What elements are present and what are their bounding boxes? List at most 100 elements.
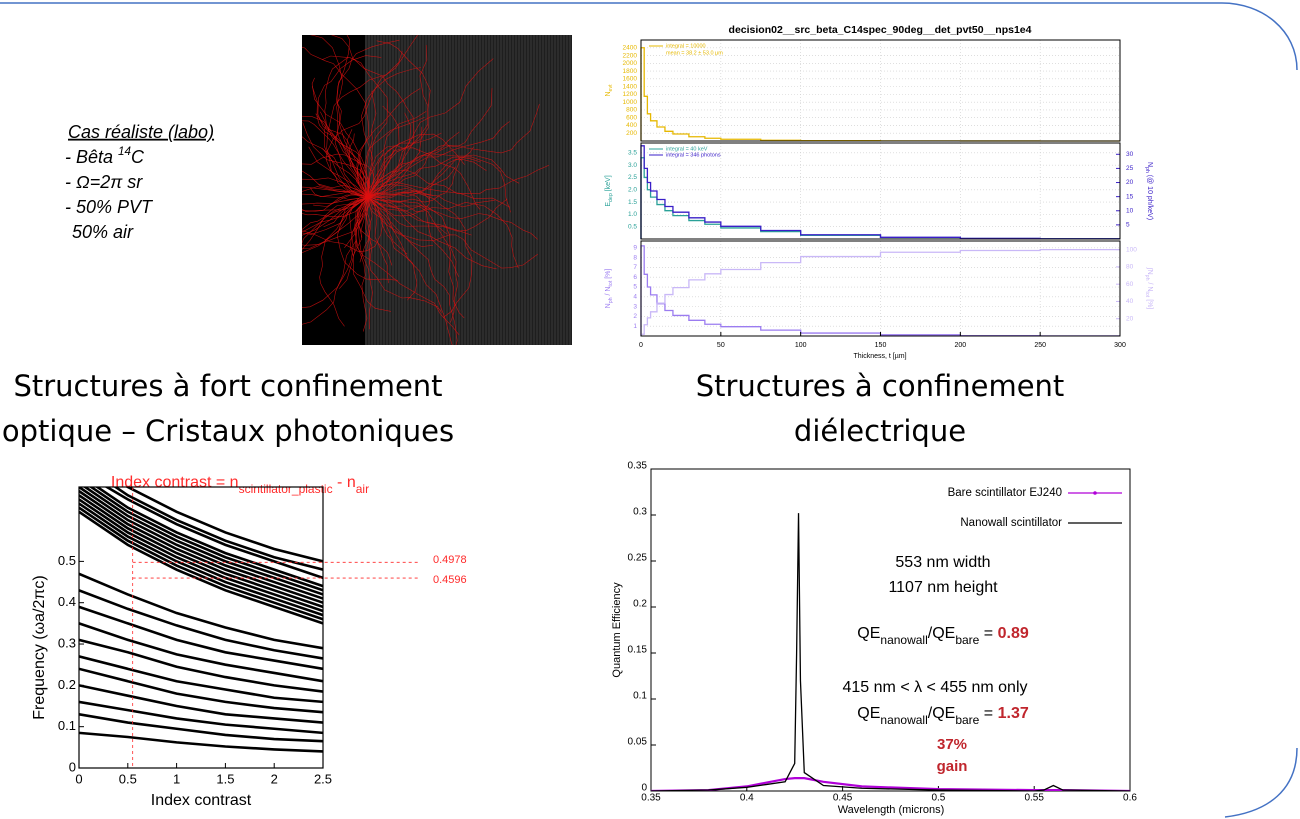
y2-tick-label: 80 xyxy=(1126,264,1134,271)
x-tick-label: 200 xyxy=(954,342,966,349)
y-tick-label: 0.4 xyxy=(58,594,76,609)
band-line xyxy=(79,502,323,617)
y-tick-label: 1.5 xyxy=(628,199,637,206)
legend-label: Nanowall scintillator xyxy=(960,517,1062,529)
particle-track xyxy=(302,196,369,325)
y2-tick-label: 60 xyxy=(1126,281,1134,288)
particle-track xyxy=(367,196,508,232)
particle-track xyxy=(354,196,369,332)
particle-track xyxy=(313,193,369,207)
particle-track xyxy=(317,55,382,198)
particle-track xyxy=(367,196,418,301)
particle-track xyxy=(367,166,456,198)
y2-tick-label: 20 xyxy=(1126,315,1134,322)
particle-track xyxy=(367,157,482,217)
particle-track xyxy=(367,196,434,247)
ratio-text-part: 0.89 xyxy=(998,625,1029,642)
y-tick-label: 1600 xyxy=(623,76,638,83)
particle-track xyxy=(367,104,540,198)
y-axis-label-part: ph xyxy=(608,297,614,303)
y-tick-label: 7 xyxy=(633,264,637,271)
ratio-text-part: nanowall xyxy=(880,633,927,647)
y-tick-label: 2.0 xyxy=(628,186,637,193)
band-line xyxy=(79,490,323,604)
particle-track xyxy=(302,196,369,244)
ratio-text-part: bare xyxy=(955,633,979,647)
panel-frame xyxy=(640,39,1121,142)
x-tick-label: 2.5 xyxy=(314,771,332,786)
particle-track xyxy=(356,88,421,198)
y-tick-label: 0.25 xyxy=(628,553,648,564)
particle-track xyxy=(348,133,369,198)
box-heading: Cas réaliste (labo) xyxy=(68,122,214,142)
y-axis-label: Nph / Ntot [%] xyxy=(605,269,615,309)
band-line xyxy=(79,684,323,724)
chart-title: decision02__src_beta_C14spec_90deg__det_… xyxy=(729,24,1032,36)
y-tick-label: 0.5 xyxy=(628,223,637,230)
y-tick-label: 5 xyxy=(633,284,637,291)
series-line xyxy=(651,513,1130,791)
panel-frame xyxy=(640,142,1121,240)
y-tick-label: 200 xyxy=(626,130,637,137)
ratio-text-part: nanowall xyxy=(880,713,927,727)
caption: Structures à confinement xyxy=(696,369,1065,403)
y-axis-label: Nevt xyxy=(605,84,615,97)
y-tick-label: 2000 xyxy=(623,60,638,67)
band-line xyxy=(79,589,323,660)
particle-track xyxy=(365,90,377,198)
y-tick-label: 0.15 xyxy=(628,645,648,656)
y2-axis-label-part: ∫N xyxy=(1146,267,1153,275)
ratio-text-part: QE xyxy=(857,625,880,642)
x-tick-label: 0.35 xyxy=(641,793,661,804)
plot-frame xyxy=(78,486,324,769)
track-image xyxy=(302,35,572,345)
y-tick-label: 2200 xyxy=(623,52,638,59)
y-axis-label: Frequency (ωa/2πc) xyxy=(31,575,48,719)
particle-track xyxy=(367,156,511,213)
particle-track xyxy=(326,51,403,198)
particle-track xyxy=(302,177,369,198)
x-tick-label: 0 xyxy=(639,342,643,349)
particle-track xyxy=(302,193,369,200)
x-axis-label: Wavelength (microns) xyxy=(838,804,945,816)
y-tick-label: 0.2 xyxy=(58,677,76,692)
x-tick-label: 1.5 xyxy=(216,771,234,786)
particle-track xyxy=(302,196,369,253)
y-tick-label: 1400 xyxy=(623,83,638,90)
particle-track xyxy=(302,170,369,198)
y2-tick-label: 20 xyxy=(1126,179,1134,186)
histogram-step xyxy=(640,157,1120,240)
band-line xyxy=(79,487,323,600)
particle-track xyxy=(367,196,389,284)
y2-tick-label: 25 xyxy=(1126,165,1134,172)
x-tick-label: 250 xyxy=(1034,342,1046,349)
y-tick-label: 0.3 xyxy=(633,507,647,518)
y-tick-label: 2.5 xyxy=(628,174,637,181)
legend-label: Bare scintillator EJ240 xyxy=(948,487,1062,499)
box-line-part: - Bêta xyxy=(65,147,118,167)
particle-track xyxy=(302,194,369,212)
caption: optique – Cristaux photoniques xyxy=(2,414,454,448)
particle-track xyxy=(302,122,369,198)
box-line: - 50% PVT xyxy=(65,197,154,217)
x-tick-label: 100 xyxy=(795,342,807,349)
y2-tick-label: 100 xyxy=(1126,246,1137,253)
ratio-text-part: QE xyxy=(857,705,880,722)
band-line xyxy=(79,605,323,671)
y-axis-label-part: tot xyxy=(608,280,614,286)
x-tick-label: 0 xyxy=(75,771,82,786)
y-axis-label-part: N xyxy=(605,303,612,308)
ratio-text-part: /QE xyxy=(928,625,956,642)
y-axis-label: Edep [keV] xyxy=(605,175,615,206)
y-axis-label-part: [keV] xyxy=(605,175,612,193)
y-tick-label: 0.1 xyxy=(58,718,76,733)
legend-label: integral = 40 keV xyxy=(666,146,708,152)
bands xyxy=(79,487,323,753)
particle-track xyxy=(308,146,369,198)
x-axis-label: Index contrast xyxy=(151,792,252,809)
y2-axis-label-part: (@ 10 ph/keV) xyxy=(1146,173,1153,220)
x-tick-label: 0.5 xyxy=(119,771,137,786)
particle-track xyxy=(367,184,430,200)
x-tick-label: 0.5 xyxy=(931,793,945,804)
caption: diélectrique xyxy=(794,414,966,448)
